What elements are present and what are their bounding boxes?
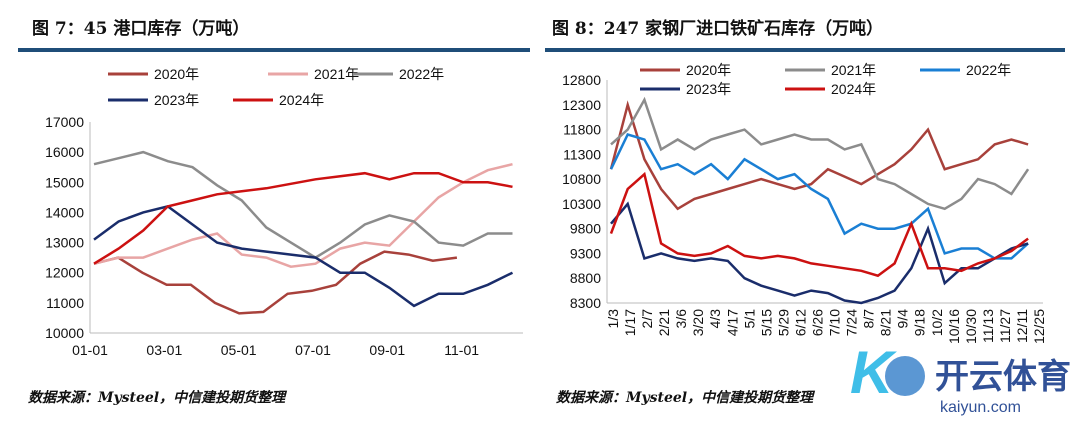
- series-line-2023年: [610, 201, 1029, 305]
- x-tick-label: 1/17: [622, 309, 638, 336]
- series-line-2022年: [93, 150, 513, 260]
- x-tick-label: 2/21: [656, 309, 672, 336]
- legend-label: 2024年: [831, 81, 876, 97]
- y-tick-label: 16000: [45, 144, 84, 160]
- y-tick-label: 8800: [570, 270, 601, 286]
- x-tick-label: 05-01: [221, 342, 257, 358]
- series-line-2020年: [93, 250, 458, 315]
- x-tick-label: 5/29: [775, 309, 791, 336]
- left-chart-title: 图 7：45 港口库存（万吨）: [32, 19, 250, 39]
- y-tick-label: 10800: [562, 171, 601, 187]
- y-tick-label: 11800: [563, 122, 601, 138]
- series-line-2024年: [93, 171, 513, 265]
- x-tick-label: 7/24: [844, 309, 860, 336]
- y-tick-label: 11000: [46, 295, 84, 311]
- x-tick-label: 2/7: [639, 309, 655, 329]
- x-tick-label: 09-01: [369, 342, 405, 358]
- y-tick-label: 11300: [563, 146, 601, 162]
- x-tick-label: 3/20: [690, 309, 706, 336]
- y-tick-label: 9800: [570, 221, 601, 237]
- series-line-2024年: [609, 171, 1029, 278]
- y-tick-label: 14000: [45, 204, 84, 220]
- y-tick-label: 8300: [570, 295, 601, 311]
- right-source: 数据来源：Mysteel，中信建投期货整理: [556, 390, 814, 406]
- svg-text:开云体育: 开云体育: [935, 358, 1070, 396]
- x-tick-label: 6/26: [809, 309, 825, 336]
- series-line-2022年: [609, 132, 1029, 260]
- x-tick-label: 5/1: [741, 309, 757, 329]
- left-source: 数据来源：Mysteel，中信建投期货整理: [28, 390, 286, 406]
- x-tick-label: 6/12: [792, 309, 808, 336]
- y-tick-label: 15000: [45, 174, 84, 190]
- legend-label: 2022年: [399, 66, 444, 82]
- x-tick-label: 3/6: [673, 309, 689, 329]
- legend-label: 2023年: [686, 81, 731, 97]
- series-line-2023年: [93, 205, 514, 308]
- y-tick-label: 9300: [570, 245, 601, 261]
- legend-label: 2022年: [966, 62, 1011, 78]
- y-tick-label: 10000: [45, 325, 84, 341]
- legend-label: 2024年: [279, 92, 324, 108]
- right-chart-title: 图 8：247 家钢厂进口铁矿石库存（万吨）: [552, 19, 884, 39]
- x-tick-label: 4/3: [707, 309, 723, 329]
- x-tick-label: 8/21: [878, 309, 894, 336]
- right-title-rule: [545, 48, 1065, 52]
- x-tick-label: 9/18: [912, 309, 928, 336]
- series-line-2020年: [609, 100, 1029, 211]
- x-tick-label: 8/7: [861, 309, 877, 329]
- legend-label: 2021年: [314, 66, 359, 82]
- x-tick-label: 10/30: [963, 309, 979, 344]
- y-tick-label: 12800: [562, 72, 601, 88]
- y-tick-label: 13000: [45, 235, 84, 251]
- x-tick-label: 12/11: [1014, 309, 1030, 343]
- x-tick-label: 9/4: [895, 309, 911, 329]
- svg-text:kaiyun.com: kaiyun.com: [940, 399, 1021, 416]
- y-tick-label: 17000: [45, 114, 84, 130]
- series-line-2021年: [610, 96, 1030, 211]
- x-tick-label: 7/10: [827, 309, 843, 336]
- y-tick-label: 12000: [45, 265, 84, 281]
- legend-label: 2021年: [831, 62, 876, 78]
- right-chart: 8300 8800 9300 9800 10300 10800 11300 11800 1230…: [562, 62, 1047, 344]
- x-tick-label: 12/25: [1031, 309, 1047, 344]
- series-line-2021年: [93, 162, 513, 268]
- x-tick-label: 5/15: [758, 309, 774, 336]
- x-tick-label: 01-01: [72, 342, 108, 358]
- left-title-rule: [18, 48, 530, 52]
- x-tick-label: 03-01: [146, 342, 182, 358]
- y-tick-label: 10300: [562, 196, 601, 212]
- watermark-logo: K 开云体育 kaiyun.com: [830, 338, 1071, 422]
- x-tick-label: 10/2: [929, 309, 945, 336]
- legend-label: 2020年: [686, 62, 731, 78]
- legend-label: 2023年: [154, 92, 199, 108]
- x-tick-label: 11/13: [980, 309, 996, 343]
- y-tick-label: 12300: [562, 97, 601, 113]
- x-tick-label: 11-01: [444, 342, 479, 358]
- x-tick-label: 1/3: [605, 309, 621, 329]
- x-tick-label: 07-01: [295, 342, 331, 358]
- legend-label: 2020年: [154, 66, 199, 82]
- x-tick-label: 10/16: [946, 309, 962, 344]
- x-tick-label: 4/17: [724, 309, 740, 336]
- x-tick-label: 11/27: [997, 309, 1013, 343]
- left-chart: 10000 11000 12000 13000 14000 15000 16000 17000…: [45, 66, 523, 358]
